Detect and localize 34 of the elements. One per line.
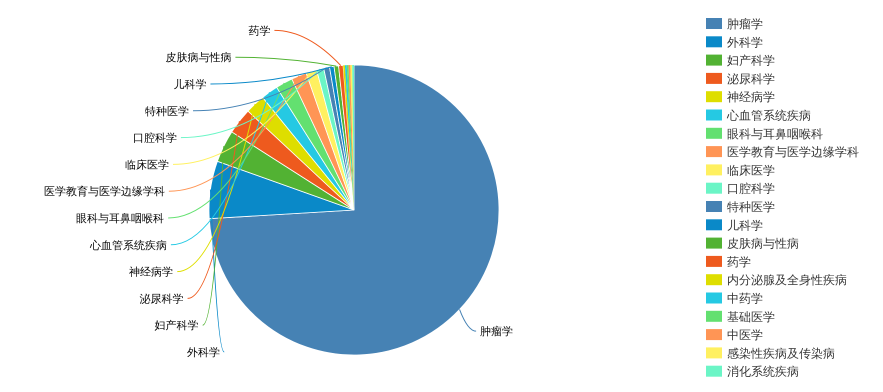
- legend-label: 中医学: [727, 328, 763, 342]
- slice-label: 泌尿科学: [140, 292, 184, 306]
- legend-label: 外科学: [727, 35, 763, 50]
- legend-label: 儿科学: [727, 218, 763, 232]
- slice-label: 口腔科学: [132, 132, 177, 145]
- legend-label: 药学: [727, 254, 751, 269]
- legend-label: 泌尿科学: [727, 72, 775, 86]
- legend-label: 特种医学: [727, 200, 775, 214]
- legend-label: 妇产科学: [727, 54, 775, 68]
- slice-label: 外科学: [187, 346, 220, 359]
- legend-label: 皮肤病与性病: [727, 236, 799, 251]
- slice-label: 肿瘤学: [480, 325, 514, 338]
- legend-label: 医学教育与医学边缘学科: [727, 145, 859, 160]
- legend-label: 口腔科学: [727, 182, 775, 196]
- slice-label: 临床医学: [125, 158, 170, 172]
- slice-label: 儿科学: [173, 78, 206, 91]
- legend-label: 内分泌腺及全身性疾病: [727, 273, 847, 288]
- legend-label: 感染性疾病及传染病: [727, 346, 835, 360]
- slice-label: 眼科与耳鼻咽喉科: [76, 212, 164, 225]
- legend-label: 眼科与耳鼻咽喉科: [727, 126, 823, 141]
- legend-label: 基础医学: [727, 310, 775, 324]
- legend-label: 中药学: [727, 292, 763, 306]
- legend-label: 心血管系统疾病: [726, 108, 811, 122]
- slice-label: 特种医学: [145, 104, 190, 118]
- slice-label: 妇产科学: [154, 319, 199, 332]
- slice-label: 药学: [248, 24, 270, 38]
- legend-label: 消化系统疾病: [727, 364, 799, 379]
- slice-label: 医学教育与医学边缘学科: [44, 185, 165, 198]
- legend-label: 神经病学: [727, 90, 775, 104]
- slice-label: 皮肤病与性病: [165, 51, 232, 64]
- legend-label: 临床医学: [727, 163, 775, 178]
- slice-label: 神经病学: [129, 266, 174, 279]
- legend-label: 肿瘤学: [727, 17, 763, 31]
- slice-label: 心血管系统疾病: [88, 238, 167, 252]
